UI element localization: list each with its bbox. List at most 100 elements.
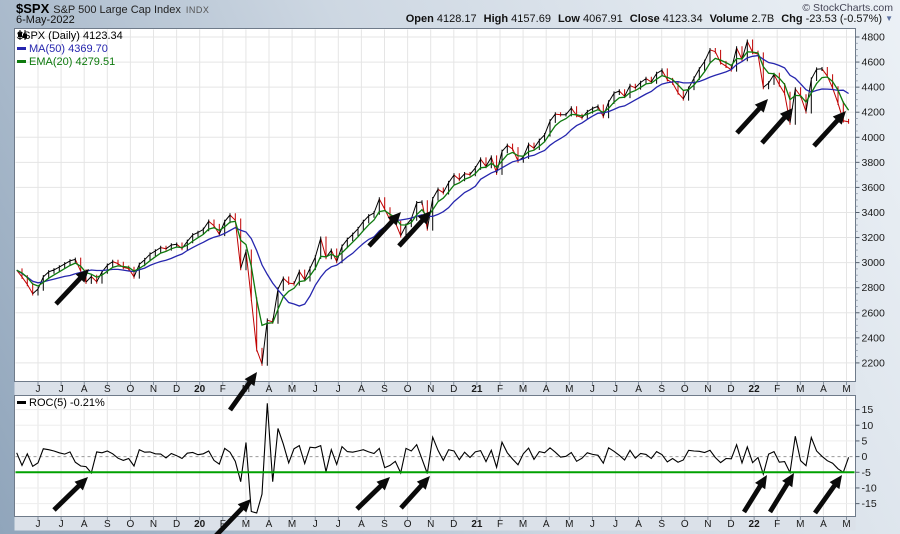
x-axis-month-label: A: [635, 519, 642, 530]
x-axis-month-label: D: [727, 384, 734, 395]
chg-label: Chg: [781, 13, 803, 25]
x-axis-month-label: J: [613, 384, 618, 395]
x-axis-month-label: D: [450, 384, 457, 395]
ma50-line: [16, 54, 849, 307]
x-axis-month-label: 21: [471, 519, 483, 530]
x-axis-month-label: M: [288, 519, 296, 530]
high-value: 4157.69: [511, 13, 551, 25]
x-axis-month-label: A: [543, 519, 550, 530]
x-axis-month-label: S: [658, 384, 665, 395]
low-label: Low: [557, 13, 580, 25]
y-axis-tick-label: 4400: [862, 82, 886, 94]
x-axis-month-label: J: [36, 384, 41, 395]
x-axis-month-label: M: [842, 519, 850, 530]
annotation-arrow: [768, 473, 794, 514]
x-axis-month-label: M: [288, 384, 296, 395]
roc-axis-tick-label: -5: [862, 467, 871, 479]
x-axis-month-label: O: [127, 384, 135, 395]
x-axis-month-label: J: [313, 519, 318, 530]
x-axis-month-label: N: [704, 519, 711, 530]
y-axis-tick-label: 4200: [862, 107, 886, 119]
annotation-arrow: [214, 499, 251, 534]
roc-axis-tick-label: 10: [862, 420, 874, 432]
y-axis-tick-label: 4600: [862, 57, 886, 69]
y-axis-tick-label: 4800: [862, 32, 886, 44]
x-axis-month-label: J: [613, 519, 618, 530]
x-axis-month-label: D: [173, 384, 180, 395]
x-axis-month-label: A: [81, 384, 88, 395]
roc-line-swatch: [17, 401, 26, 404]
main-price-panel: [14, 28, 856, 382]
main-chart-legend: $SPX (Daily) 4123.34 MA(50) 4369.70 EMA(…: [17, 30, 123, 69]
chevron-down-icon[interactable]: ▼: [885, 14, 893, 23]
symbol-name: S&P 500 Large Cap Index: [53, 4, 181, 16]
y-axis-tick-label: 3600: [862, 182, 886, 194]
x-axis-month-label: 22: [749, 519, 761, 530]
annotation-arrow: [812, 111, 846, 148]
volume-value: 2.7B: [751, 13, 775, 25]
ma-legend-label: MA(50) 4369.70: [29, 43, 108, 55]
x-axis-month-label: M: [565, 519, 573, 530]
x-axis-month-label: O: [404, 519, 412, 530]
annotation-arrow: [52, 477, 88, 512]
x-axis-month-label: A: [635, 384, 642, 395]
close-value: 4123.34: [662, 13, 703, 25]
x-axis-month-label: O: [404, 384, 412, 395]
roc-axis-tick-label: -15: [862, 498, 877, 510]
x-axis-month-label: M: [242, 519, 250, 530]
close-label: Close: [629, 13, 660, 25]
y-axis-tick-label: 2200: [862, 357, 886, 369]
y-axis-tick-label: 3000: [862, 257, 886, 269]
x-axis-month-label: F: [497, 519, 503, 530]
x-axis-month-label: F: [220, 519, 226, 530]
y-axis-tick-label: 2600: [862, 307, 886, 319]
x-axis-month-label: F: [220, 384, 226, 395]
x-axis-month-label: M: [565, 384, 573, 395]
x-axis-month-label: S: [104, 519, 111, 530]
annotation-arrow: [355, 477, 390, 511]
chart-header: $SPX S&P 500 Large Cap Index INDX: [16, 0, 209, 16]
roc-axis-tick-label: -10: [862, 482, 877, 494]
high-label: High: [483, 13, 509, 25]
y-axis-tick-label: 2800: [862, 282, 886, 294]
x-axis-month-label: N: [704, 384, 711, 395]
x-axis-month-label: A: [358, 519, 365, 530]
x-axis-month-label: S: [381, 519, 388, 530]
x-axis-month-label: A: [543, 384, 550, 395]
x-axis-month-label: A: [81, 519, 88, 530]
symbol: $SPX: [16, 1, 50, 16]
roc-line: [16, 403, 850, 514]
x-axis-month-label: J: [590, 384, 595, 395]
x-axis-month-label: D: [727, 519, 734, 530]
chart-date: 6-May-2022: [16, 14, 75, 26]
x-axis-month-label: A: [820, 519, 827, 530]
ema-legend-label: EMA(20) 4279.51: [29, 56, 116, 68]
x-axis-month-label: J: [313, 384, 318, 395]
annotation-arrow: [813, 475, 842, 515]
quote-row: Open 4128.17 High 4157.69 Low 4067.91 Close…: [399, 13, 893, 25]
y-axis-tick-label: 2400: [862, 332, 886, 344]
month-axis-strip-top: [14, 381, 856, 396]
x-axis-month-label: N: [150, 519, 157, 530]
ema-line-swatch: [17, 60, 26, 63]
x-axis-month-label: J: [59, 519, 64, 530]
x-axis-month-label: N: [150, 384, 157, 395]
ema20-line: [16, 51, 850, 327]
roc-axis-tick-label: 15: [862, 404, 874, 416]
annotation-arrow: [54, 269, 89, 306]
x-axis-month-label: M: [842, 384, 850, 395]
x-axis-month-label: 21: [471, 384, 483, 395]
x-axis-month-label: F: [497, 384, 503, 395]
x-axis-month-label: M: [519, 384, 527, 395]
x-axis-month-label: 20: [194, 519, 206, 530]
x-axis-month-label: M: [796, 384, 804, 395]
roc-axis-tick-label: 0: [862, 451, 868, 463]
candlestick-icon: [18, 30, 27, 40]
price-legend-label: $SPX (Daily) 4123.34: [17, 30, 123, 42]
volume-label: Volume: [709, 13, 749, 25]
roc-legend: ROC(5) -0.21%: [17, 397, 105, 409]
x-axis-month-label: 20: [194, 384, 206, 395]
annotation-arrow: [742, 475, 767, 514]
